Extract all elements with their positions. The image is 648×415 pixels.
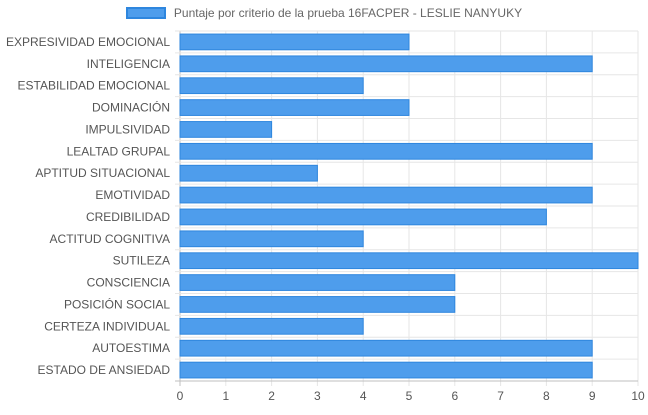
category-label-1: EXPRESIVIDAD EMOCIONAL xyxy=(6,35,170,49)
x-tick-label-2: 2 xyxy=(268,389,275,403)
x-tick-label-9: 9 xyxy=(589,389,596,403)
category-label-11: SUTILEZA xyxy=(113,254,170,268)
legend-label: Puntaje por criterio de la prueba 16FACP… xyxy=(173,6,523,20)
legend-swatch xyxy=(125,7,166,19)
bar-4 xyxy=(179,99,410,116)
category-label-12: CONSCIENCIA xyxy=(87,276,170,290)
x-tick-label-7: 7 xyxy=(497,389,504,403)
x-tick-label-3: 3 xyxy=(314,389,321,403)
category-label-16: ESTADO DE ANSIEDAD xyxy=(38,363,171,377)
bar-12 xyxy=(179,274,456,291)
bar-2 xyxy=(179,55,593,73)
x-tick-label-4: 4 xyxy=(360,389,367,403)
bar-13 xyxy=(179,296,456,313)
bar-6 xyxy=(179,142,593,160)
bar-10 xyxy=(179,230,364,248)
bar-7 xyxy=(179,164,318,182)
category-label-6: LEALTAD GRUPAL xyxy=(67,144,171,158)
x-tick-label-0: 0 xyxy=(177,389,184,403)
bar-5 xyxy=(179,121,273,138)
category-label-9: CREDIBILIDAD xyxy=(86,210,170,224)
bar-15 xyxy=(179,339,593,357)
bar-9 xyxy=(179,208,547,226)
bar-11 xyxy=(179,252,639,270)
category-label-5: IMPULSIVIDAD xyxy=(85,122,170,136)
category-label-4: DOMINACIÓN xyxy=(92,100,170,115)
category-label-15: AUTOESTIMA xyxy=(92,341,170,355)
category-label-13: POSICIÓN SOCIAL xyxy=(64,296,170,311)
category-label-14: CERTEZA INDIVIDUAL xyxy=(44,319,170,333)
bar-16 xyxy=(179,361,593,379)
x-tick-label-8: 8 xyxy=(543,389,550,403)
category-label-7: APTITUD SITUACIONAL xyxy=(35,166,170,180)
bar-14 xyxy=(179,317,364,335)
bar-8 xyxy=(179,186,593,204)
x-tick-label-10: 10 xyxy=(631,389,645,403)
x-tick-label-6: 6 xyxy=(451,389,458,403)
category-label-10: ACTITUD COGNITIVA xyxy=(50,232,170,246)
x-tick-label-5: 5 xyxy=(406,389,413,403)
x-tick-label-1: 1 xyxy=(222,389,229,403)
legend[interactable]: Puntaje por criterio de la prueba 16FACP… xyxy=(0,6,648,20)
bar-3 xyxy=(179,77,364,95)
category-label-3: ESTABILIDAD EMOCIONAL xyxy=(18,79,171,93)
category-label-2: INTELIGENCIA xyxy=(87,57,170,71)
category-label-8: EMOTIVIDAD xyxy=(95,188,170,202)
bar-1 xyxy=(179,33,410,51)
